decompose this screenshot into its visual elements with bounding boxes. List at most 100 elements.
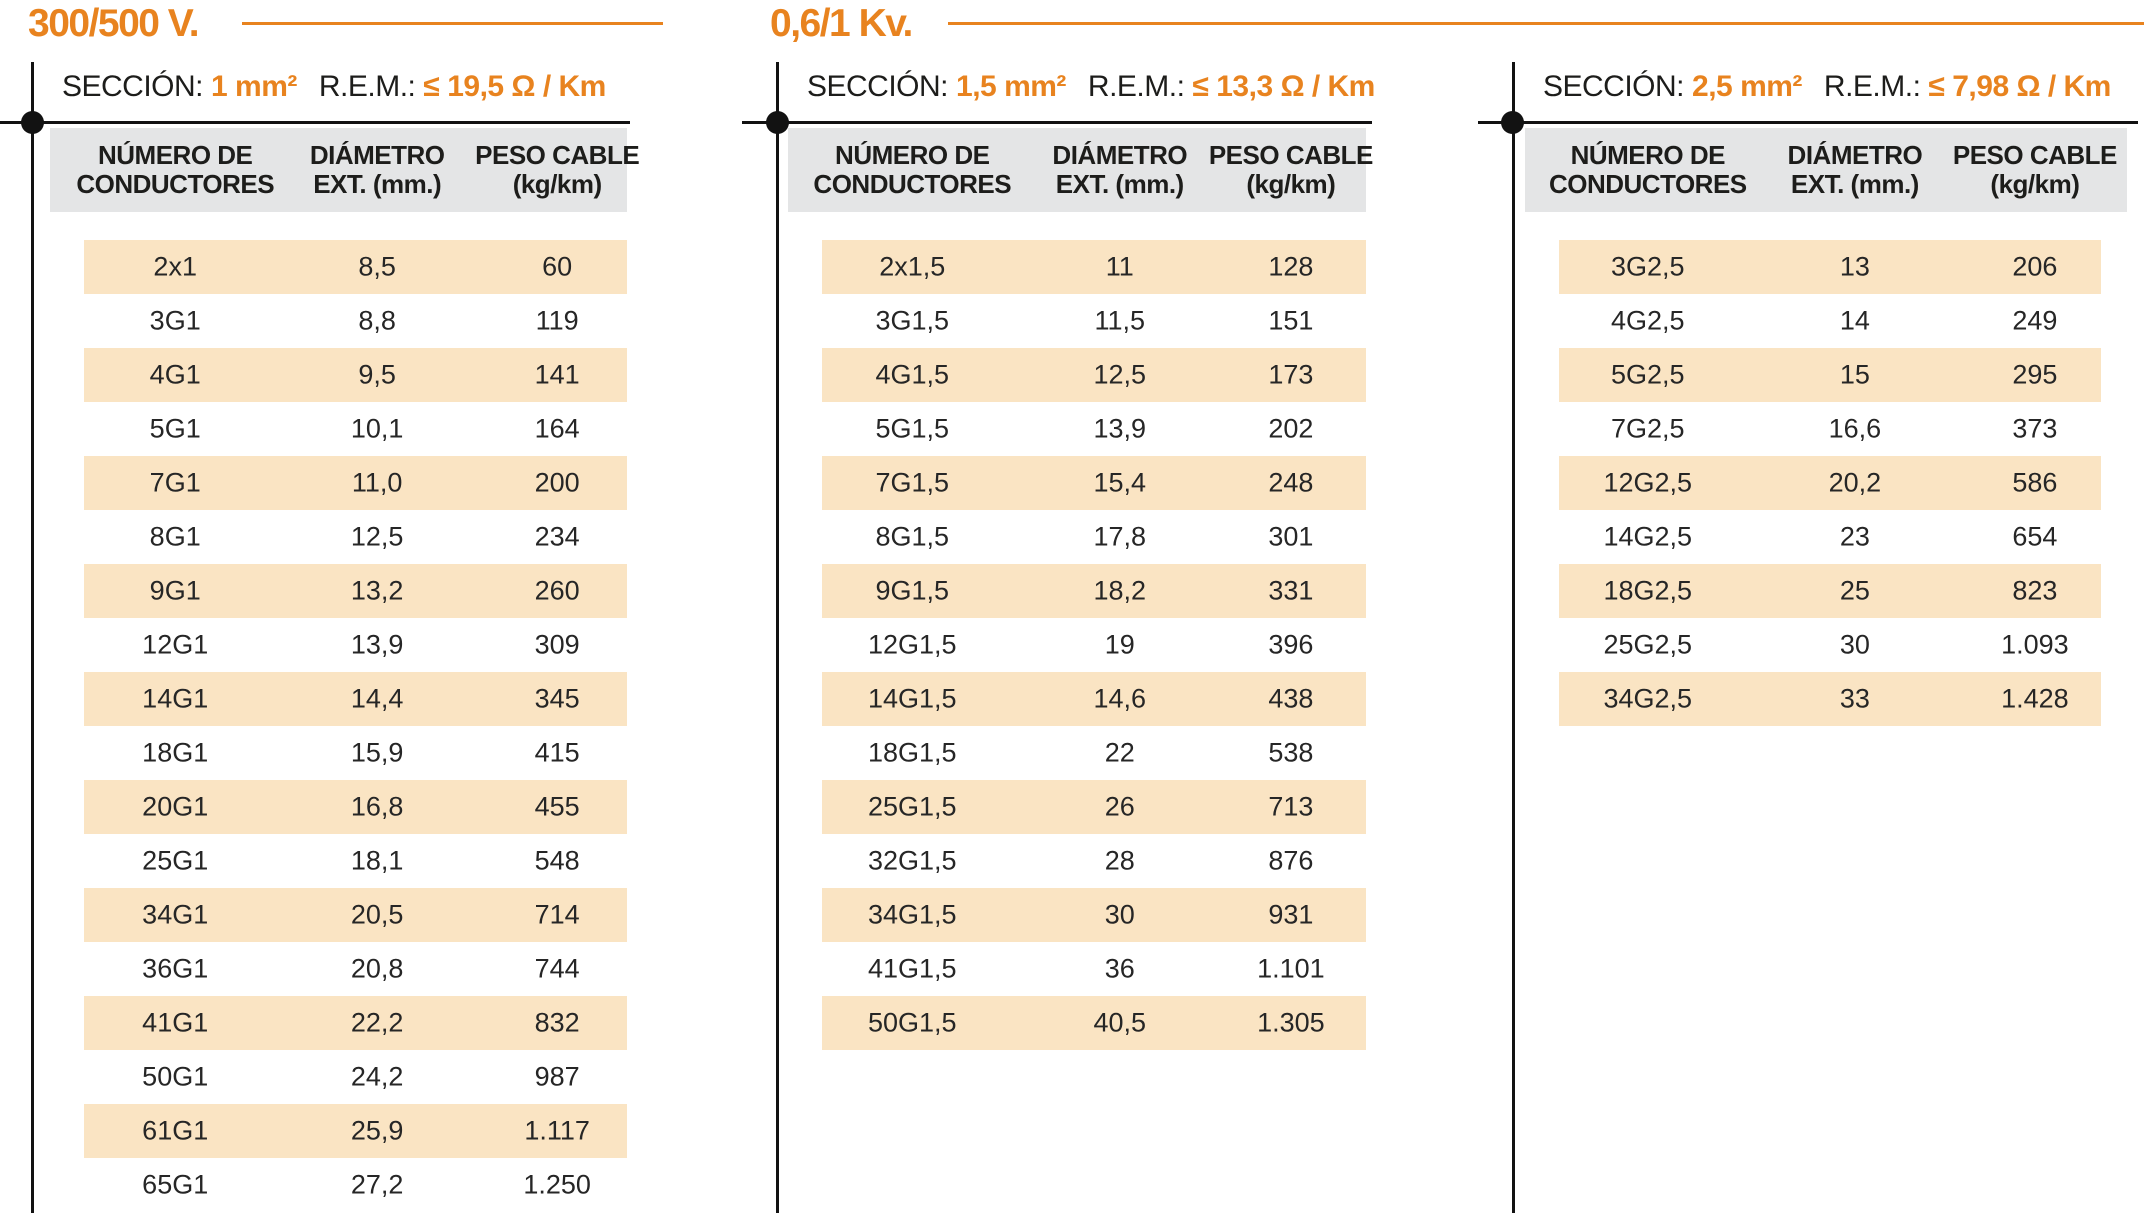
cell-conductors: 4G1,5 (875, 359, 950, 390)
table-row: 50G1,5 40,5 1.305 (788, 996, 1366, 1050)
cell-conductors: 34G1,5 (867, 899, 957, 930)
cell-weight: 548 (534, 845, 580, 876)
cell-weight: 200 (534, 467, 580, 498)
table-row: 8G1,5 17,8 301 (788, 510, 1366, 564)
cell-weight: 301 (1268, 521, 1314, 552)
table-row: 7G1 11,0 200 (50, 456, 627, 510)
cell-conductors: 3G1,5 (875, 305, 950, 336)
table-row: 18G1,5 22 538 (788, 726, 1366, 780)
cell-weight: 1.093 (2001, 629, 2069, 660)
cell-diameter: 15,9 (350, 737, 404, 768)
cell-weight: 1.101 (1257, 953, 1325, 984)
cell-weight: 415 (534, 737, 580, 768)
table-rows: 3G2,5 13 206 4G2,5 14 249 5G2,5 15 295 (1525, 240, 2127, 726)
rem-label: R.E.M.: (318, 70, 416, 103)
seccion-label: SECCIÓN: (807, 70, 949, 103)
column-header-diameter: DIÁMETRO EXT. (mm.) (1052, 140, 1188, 199)
table-row: 7G2,5 16,6 373 (1525, 402, 2127, 456)
table-row: 41G1,5 36 1.101 (788, 942, 1366, 996)
cell-conductors: 32G1,5 (867, 845, 957, 876)
cell-weight: 823 (2012, 575, 2058, 606)
seccion-label: SECCIÓN: (62, 70, 204, 103)
table-row: 12G1,5 19 396 (788, 618, 1366, 672)
cell-weight: 713 (1268, 791, 1314, 822)
cell-diameter: 25 (1839, 575, 1870, 606)
table-row: 18G1 15,9 415 (50, 726, 627, 780)
cell-diameter: 27,2 (350, 1169, 404, 1200)
cell-diameter: 13,9 (350, 629, 404, 660)
cell-weight: 249 (2012, 305, 2058, 336)
cell-diameter: 19 (1104, 629, 1135, 660)
table2-horizontal-rule (742, 121, 1372, 124)
table-row: 3G2,5 13 206 (1525, 240, 2127, 294)
cell-diameter: 20,2 (1828, 467, 1882, 498)
cell-diameter: 22,2 (350, 1007, 404, 1038)
cell-conductors: 25G1,5 (867, 791, 957, 822)
cell-weight: 151 (1268, 305, 1314, 336)
cell-diameter: 11,5 (1094, 305, 1146, 336)
table2-junction-dot (766, 111, 789, 134)
cell-conductors: 25G2,5 (1603, 629, 1693, 660)
cable-table-1mm: NÚMERO DE CONDUCTORES DIÁMETRO EXT. (mm.) … (50, 128, 640, 1212)
table2-vertical-rule (776, 62, 779, 1213)
cell-conductors: 8G1,5 (875, 521, 950, 552)
cell-weight: 128 (1268, 251, 1314, 282)
cell-diameter: 17,8 (1093, 521, 1147, 552)
cell-weight: 206 (2012, 251, 2058, 282)
seccion-value: 1 mm² (211, 70, 297, 103)
cell-weight: 396 (1268, 629, 1314, 660)
table1-horizontal-rule (0, 121, 630, 124)
cell-weight: 1.117 (524, 1115, 590, 1146)
cell-conductors: 18G1 (142, 737, 209, 768)
table-row: 50G1 24,2 987 (50, 1050, 627, 1104)
cell-diameter: 25,9 (350, 1115, 404, 1146)
cell-weight: 1.250 (523, 1169, 591, 1200)
table-row: 4G2,5 14 249 (1525, 294, 2127, 348)
cell-diameter: 18,2 (1093, 575, 1147, 606)
cell-diameter: 14,4 (350, 683, 404, 714)
cell-weight: 1.305 (1257, 1007, 1325, 1038)
cell-diameter: 12,5 (1093, 359, 1147, 390)
column-header-diameter: DIÁMETRO EXT. (mm.) (309, 140, 445, 199)
table-row: 34G2,5 33 1.428 (1525, 672, 2127, 726)
table-row: 3G1 8,8 119 (50, 294, 627, 348)
rem-value: ≤ 7,98 Ω / Km (1928, 70, 2111, 103)
cell-diameter: 26 (1104, 791, 1135, 822)
cell-diameter: 14,6 (1093, 683, 1147, 714)
cell-diameter: 40,5 (1093, 1007, 1147, 1038)
cell-diameter: 11 (1105, 251, 1134, 282)
cell-weight: 538 (1268, 737, 1314, 768)
table-header: NÚMERO DE CONDUCTORES DIÁMETRO EXT. (mm.) … (788, 128, 1373, 212)
orange-rule-left (242, 22, 663, 25)
cell-diameter: 16,6 (1828, 413, 1882, 444)
cell-diameter: 8,8 (358, 305, 396, 336)
cell-weight: 744 (534, 953, 580, 984)
table-row: 36G1 20,8 744 (50, 942, 627, 996)
cell-diameter: 28 (1104, 845, 1135, 876)
cell-diameter: 36 (1104, 953, 1135, 984)
cell-diameter: 13,2 (350, 575, 404, 606)
column-header-weight: PESO CABLE (kg/km) (1952, 140, 2118, 199)
cell-diameter: 8,5 (358, 251, 396, 282)
cell-conductors: 7G1,5 (875, 467, 950, 498)
spec-line-1mm: SECCIÓN: 1 mm² R.E.M.: ≤ 19,5 Ω / Km (62, 70, 606, 104)
cell-weight: 60 (542, 251, 573, 282)
table-row: 14G1 14,4 345 (50, 672, 627, 726)
table-row: 5G1 10,1 164 (50, 402, 627, 456)
table-row: 25G1,5 26 713 (788, 780, 1366, 834)
cell-weight: 455 (534, 791, 580, 822)
table-rows: 2x1,5 11 128 3G1,5 11,5 151 4G1,5 12,5 1… (788, 240, 1366, 1050)
rem-label: R.E.M.: (1087, 70, 1185, 103)
cell-diameter: 9,5 (358, 359, 396, 390)
cell-weight: 438 (1268, 683, 1314, 714)
rem-label: R.E.M.: (1823, 70, 1921, 103)
cell-conductors: 7G1 (149, 467, 201, 498)
cell-diameter: 10,1 (350, 413, 404, 444)
table-row: 34G1 20,5 714 (50, 888, 627, 942)
cell-weight: 987 (534, 1061, 580, 1092)
seccion-value: 2,5 mm² (1692, 70, 1802, 103)
orange-rule-right (948, 22, 2144, 25)
cell-weight: 309 (534, 629, 580, 660)
cell-conductors: 61G1 (142, 1115, 209, 1146)
cell-weight: 1.428 (2001, 683, 2069, 714)
